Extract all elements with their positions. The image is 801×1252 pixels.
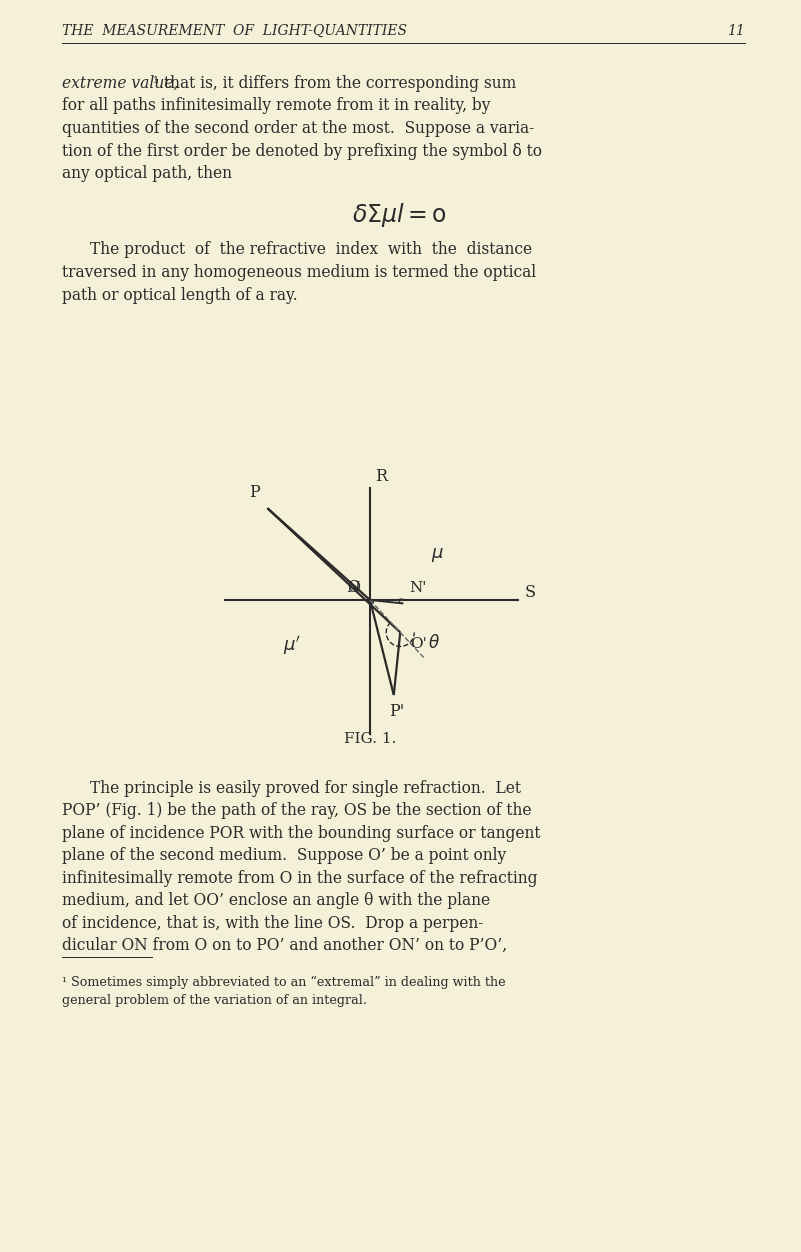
Text: ¹ Sometimes simply abbreviated to an “extremal” in dealing with the: ¹ Sometimes simply abbreviated to an “ex… [62, 977, 505, 989]
Text: path or optical length of a ray.: path or optical length of a ray. [62, 287, 298, 303]
Text: plane of the second medium.  Suppose O’ be a point only: plane of the second medium. Suppose O’ b… [62, 848, 506, 864]
Text: $\mu$: $\mu$ [430, 546, 444, 563]
Text: traversed in any homogeneous medium is termed the optical: traversed in any homogeneous medium is t… [62, 264, 536, 280]
Text: FIG. 1.: FIG. 1. [344, 731, 396, 746]
Text: any optical path, then: any optical path, then [62, 165, 232, 182]
Text: $\delta\Sigma\mu l = \mathrm{o}$: $\delta\Sigma\mu l = \mathrm{o}$ [352, 202, 448, 229]
Text: P': P' [389, 702, 405, 720]
Text: S: S [525, 583, 535, 601]
Text: general problem of the variation of an integral.: general problem of the variation of an i… [62, 994, 367, 1007]
Text: infinitesimally remote from O in the surface of the refracting: infinitesimally remote from O in the sur… [62, 870, 537, 886]
Text: O: O [348, 578, 360, 596]
Text: THE  MEASUREMENT  OF  LIGHT-QUANTITIES: THE MEASUREMENT OF LIGHT-QUANTITIES [62, 24, 407, 38]
Text: quantities of the second order at the most.  Suppose a varia-: quantities of the second order at the mo… [62, 120, 534, 136]
Text: The product  of  the refractive  index  with  the  distance: The product of the refractive index with… [90, 242, 532, 258]
Text: medium, and let OO’ enclose an angle θ with the plane: medium, and let OO’ enclose an angle θ w… [62, 893, 490, 909]
Text: $\theta$: $\theta$ [429, 635, 441, 652]
Text: $\mu'$: $\mu'$ [284, 634, 301, 657]
Text: plane of incidence POR with the bounding surface or tangent: plane of incidence POR with the bounding… [62, 825, 541, 841]
Text: dicular ON from O on to PO’ and another ON’ on to P’O’,: dicular ON from O on to PO’ and another … [62, 938, 507, 954]
Text: P: P [249, 483, 260, 501]
Text: of incidence, that is, with the line OS.  Drop a perpen-: of incidence, that is, with the line OS.… [62, 915, 483, 931]
Text: The principle is easily proved for single refraction.  Let: The principle is easily proved for singl… [90, 780, 521, 796]
Text: R: R [376, 468, 388, 486]
Text: 11: 11 [727, 24, 745, 38]
Text: N': N' [410, 581, 427, 595]
Text: POP’ (Fig. 1) be the path of the ray, OS be the section of the: POP’ (Fig. 1) be the path of the ray, OS… [62, 803, 532, 819]
Text: extreme value,: extreme value, [62, 75, 179, 91]
Text: N: N [346, 581, 360, 595]
Text: ¹ that is, it differs from the corresponding sum: ¹ that is, it differs from the correspon… [153, 75, 517, 91]
Text: tion of the first order be denoted by prefixing the symbol δ to: tion of the first order be denoted by pr… [62, 143, 542, 159]
Text: for all paths infinitesimally remote from it in reality, by: for all paths infinitesimally remote fro… [62, 98, 490, 114]
Text: O': O' [410, 637, 427, 651]
